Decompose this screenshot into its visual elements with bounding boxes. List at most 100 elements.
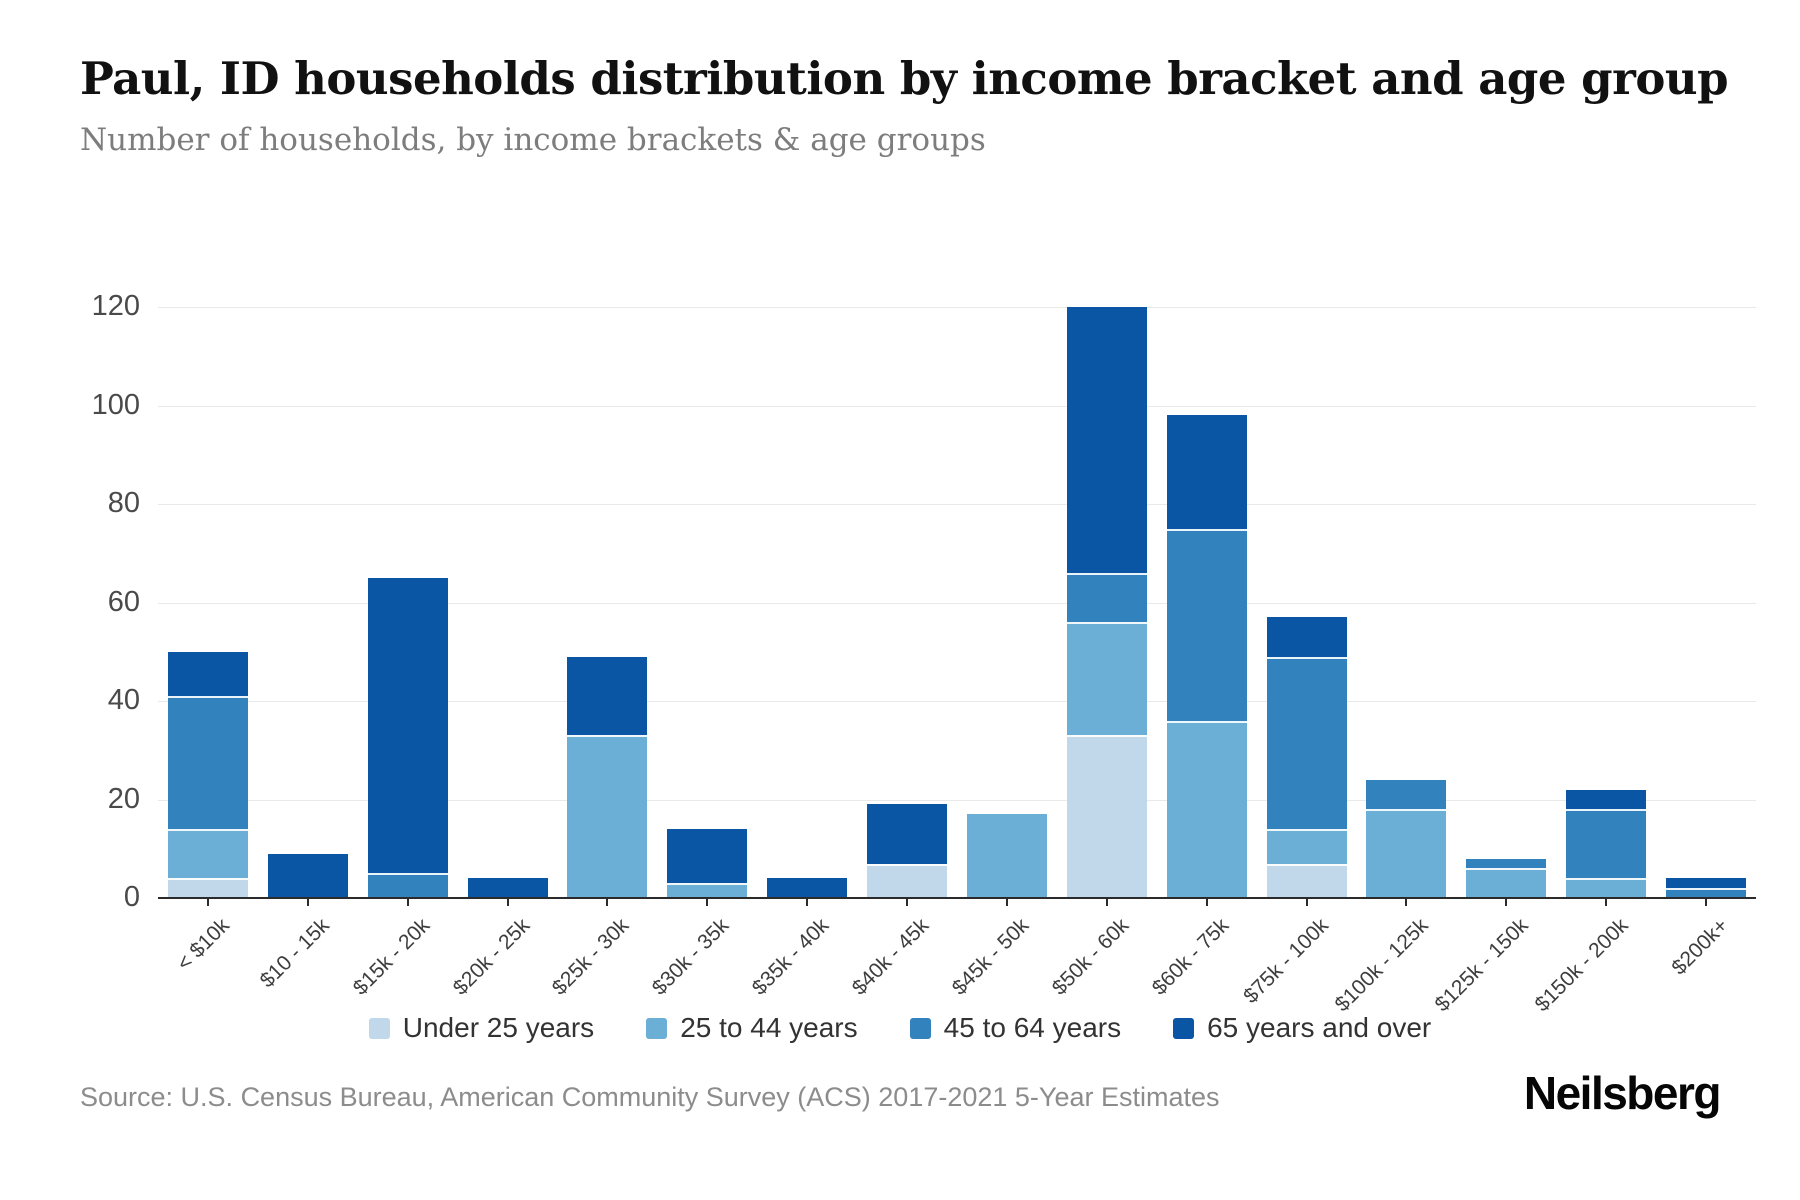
bar-segment[interactable] <box>1466 868 1547 898</box>
y-axis-tick-label: 20 <box>107 782 140 815</box>
x-axis-tick <box>306 899 309 906</box>
bar-segment[interactable] <box>1466 858 1547 869</box>
x-axis-tick <box>1505 899 1508 906</box>
bar-segment[interactable] <box>567 656 648 736</box>
legend-item[interactable]: 45 to 64 years <box>909 1012 1122 1044</box>
bar-segment[interactable] <box>1266 829 1347 864</box>
bar-segment[interactable] <box>1366 809 1447 898</box>
bar-segment[interactable] <box>1566 789 1647 810</box>
bar-segment[interactable] <box>1566 809 1647 879</box>
x-axis-tick <box>506 899 509 906</box>
bar-segment[interactable] <box>367 873 448 898</box>
y-axis-tick-label: 120 <box>91 290 140 322</box>
x-axis-tick-label: $60k - 75k <box>1147 914 1233 1000</box>
bar-segment[interactable] <box>1066 572 1147 623</box>
gridline <box>158 405 1756 407</box>
x-axis-tick-label: $200k+ <box>1666 914 1733 980</box>
x-axis-tick-label: $100k - 125k <box>1330 914 1433 1017</box>
legend-label: 65 years and over <box>1207 1012 1432 1043</box>
legend-swatch-icon <box>1173 1017 1195 1039</box>
source-note: Source: U.S. Census Bureau, American Com… <box>80 1082 1220 1112</box>
gridline <box>158 701 1756 702</box>
plot-area <box>158 307 1756 899</box>
legend-item[interactable]: 65 years and over <box>1173 1012 1431 1044</box>
legend-item[interactable]: 25 to 44 years <box>646 1012 858 1044</box>
bar-segment[interactable] <box>1266 617 1347 657</box>
x-axis-tick <box>206 899 209 906</box>
x-axis-tick <box>1205 899 1208 906</box>
bar-segment[interactable] <box>966 814 1047 898</box>
bar-segment[interactable] <box>1166 415 1247 529</box>
legend-swatch-icon <box>368 1017 390 1039</box>
gridline <box>158 602 1756 604</box>
x-axis-tick-label: $15k - 20k <box>348 914 434 1000</box>
legend-swatch-icon <box>909 1017 931 1039</box>
page-title: Paul, ID households distribution by inco… <box>80 52 1729 105</box>
legend-label: Under 25 years <box>402 1012 595 1043</box>
bar-segment[interactable] <box>1266 863 1347 898</box>
gridline <box>158 799 1756 801</box>
bar-segment[interactable] <box>567 735 648 898</box>
x-axis-tick-label: $30k - 35k <box>647 914 734 1000</box>
gridline <box>158 504 1756 505</box>
x-axis-tick-label: $40k - 45k <box>847 914 934 1000</box>
y-axis-tick-label: 80 <box>107 487 140 519</box>
x-axis-tick-label: $25k - 30k <box>548 914 634 1000</box>
x-axis-tick-label: $50k - 60k <box>1047 914 1134 1000</box>
x-axis-tick <box>806 899 809 906</box>
x-axis-line <box>158 897 1756 899</box>
bar-segment[interactable] <box>167 651 248 697</box>
x-axis-tick <box>1305 899 1308 906</box>
bar-segment[interactable] <box>1666 888 1747 898</box>
bar-segment[interactable] <box>1066 622 1147 736</box>
bar-segment[interactable] <box>167 878 248 898</box>
x-axis-tick <box>906 899 909 906</box>
x-axis-tick <box>1005 899 1008 906</box>
y-axis-tick-label: 40 <box>107 684 140 716</box>
x-axis-tick-label: $20k - 25k <box>448 914 534 1000</box>
legend-item[interactable]: Under 25 years <box>368 1012 595 1044</box>
bar-segment[interactable] <box>267 853 348 898</box>
bar-segment[interactable] <box>367 577 448 874</box>
bar-segment[interactable] <box>1366 779 1447 810</box>
bar-segment[interactable] <box>1166 528 1247 721</box>
bar-segment[interactable] <box>1666 878 1747 889</box>
x-axis-tick-label: $75k - 100k <box>1238 914 1333 1008</box>
legend-swatch-icon <box>646 1017 668 1039</box>
y-axis-tick-label: 0 <box>123 881 140 913</box>
bar-segment[interactable] <box>167 696 248 830</box>
legend-label: 45 to 64 years <box>943 1012 1122 1043</box>
x-axis-tick <box>1705 899 1708 906</box>
bar-segment[interactable] <box>1066 735 1147 898</box>
x-axis-tick <box>706 899 709 906</box>
bar-segment[interactable] <box>1066 307 1147 573</box>
x-axis-tick-label: $45k - 50k <box>947 914 1034 1000</box>
bar-segment[interactable] <box>867 863 948 898</box>
x-axis-tick-label: $150k - 200k <box>1530 914 1633 1017</box>
bar-segment[interactable] <box>1266 656 1347 830</box>
x-axis-tick <box>1105 899 1108 906</box>
x-axis-tick-label: $125k - 150k <box>1430 914 1533 1017</box>
bar-segment[interactable] <box>167 829 248 879</box>
neilsberg-logo[interactable]: Neilsberg <box>1523 1067 1722 1119</box>
bar-segment[interactable] <box>867 804 948 864</box>
chart-legend: Under 25 years 25 to 44 years 45 to 64 yea… <box>0 1012 1800 1044</box>
gridline <box>158 307 1756 308</box>
x-axis-tick <box>406 899 409 906</box>
bar-segment[interactable] <box>667 829 748 884</box>
x-axis-tick-label: $35k - 40k <box>747 914 834 1000</box>
x-axis-tick <box>606 899 609 906</box>
page-subtitle: Number of households, by income brackets… <box>80 122 986 158</box>
x-axis-tick <box>1405 899 1408 906</box>
bar-segment[interactable] <box>667 883 748 898</box>
legend-label: 25 to 44 years <box>680 1012 858 1043</box>
x-axis-tick-label: $10 - 15k <box>255 914 335 993</box>
bar-segment[interactable] <box>1166 720 1247 898</box>
x-axis-tick <box>1605 899 1608 906</box>
bar-segment[interactable] <box>767 878 848 898</box>
y-axis-tick-label: 100 <box>91 388 140 421</box>
bar-segment[interactable] <box>1566 878 1647 898</box>
bar-segment[interactable] <box>467 878 548 898</box>
x-axis-tick-label: < $10k <box>172 914 235 976</box>
y-axis-tick-label: 60 <box>107 585 140 618</box>
